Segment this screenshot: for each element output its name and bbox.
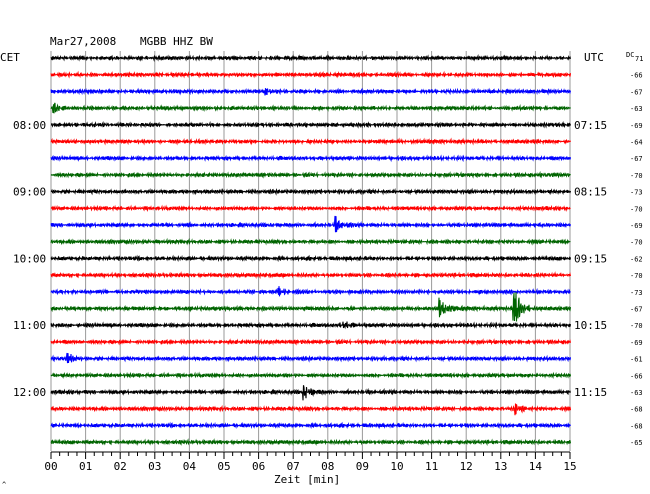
- left-hour-label: 09:00: [13, 186, 46, 199]
- x-tick-label-10: 10: [390, 460, 403, 473]
- trace-group: [50, 54, 572, 447]
- right-time-labels: 07:15 08:15 09:15 10:15 11:15: [574, 119, 607, 399]
- trace-row-15: [50, 292, 572, 322]
- x-tick-label-08: 08: [321, 460, 334, 473]
- trace-row-7: [50, 170, 571, 179]
- station-label: MGBB HHZ BW: [140, 35, 213, 48]
- x-tick-label-01: 01: [79, 460, 92, 473]
- x-tick-label-03: 03: [148, 460, 161, 473]
- right-hour-label: 09:15: [574, 252, 607, 265]
- dc-offset-value: -68: [630, 406, 643, 414]
- left-hour-label: 11:00: [13, 319, 46, 332]
- dc-offset-value: -70: [630, 172, 643, 180]
- x-axis: 00 01 02 03 04 05 06 07 08 09 10 11 12 13 14 15: [44, 451, 577, 473]
- left-time-labels: 08:00 09:00 10:00 11:00 12:00: [13, 119, 46, 399]
- dc-offset-value: -70: [630, 272, 643, 280]
- trace-row-20: [50, 385, 572, 401]
- x-tick-label-14: 14: [529, 460, 543, 473]
- trace-row-6: [50, 154, 572, 163]
- right-hour-label: 08:15: [574, 186, 607, 199]
- x-tick-label-12: 12: [460, 460, 473, 473]
- dc-offset-value: -66: [630, 372, 643, 380]
- dc-offset-value: 71: [635, 55, 643, 63]
- dc-offset-value: -73: [630, 189, 643, 197]
- trace-row-3: [50, 102, 571, 114]
- dc-offset-value: -67: [630, 306, 643, 314]
- dc-offset-value: -70: [630, 322, 643, 330]
- trace-row-18: [50, 352, 572, 364]
- date-label: Mar27,2008: [50, 35, 116, 48]
- x-tick-label-00: 00: [44, 460, 57, 473]
- x-tick-label-13: 13: [494, 460, 507, 473]
- trace-row-17: [50, 338, 572, 346]
- dc-offset-value: -61: [630, 356, 643, 364]
- dc-offset-value: -68: [630, 422, 643, 430]
- trace-row-12: [50, 254, 572, 263]
- trace-row-16: [50, 321, 572, 330]
- dc-offset-value: -64: [630, 139, 643, 147]
- left-hour-label: 12:00: [13, 386, 46, 399]
- trace-row-14: [50, 286, 571, 297]
- dc-offset-value: -69: [630, 122, 643, 130]
- dc-label: DC: [626, 51, 634, 59]
- dc-offset-value: -67: [630, 88, 643, 96]
- trace-row-10: [50, 215, 572, 233]
- dc-offset-value: -70: [630, 239, 643, 247]
- grid-lines: [50, 51, 571, 451]
- trace-row-11: [50, 237, 571, 246]
- x-tick-label-07: 07: [287, 460, 300, 473]
- dc-offset-value: -70: [630, 205, 643, 213]
- trace-row-8: [50, 187, 572, 196]
- dc-offset-value: -65: [630, 439, 643, 447]
- trace-row-0: [50, 54, 572, 63]
- x-tick-label-09: 09: [356, 460, 369, 473]
- dc-offset-value: -69: [630, 222, 643, 230]
- right-zone-label: UTC: [584, 51, 604, 64]
- dc-offset-value: -73: [630, 289, 643, 297]
- trace-row-2: [50, 87, 572, 96]
- x-tick-label-06: 06: [252, 460, 265, 473]
- dc-offset-column: 71 -66 -67 -63 -69 -64 -67 -70 -73 -70 -69 -70 -62 -7…: [630, 55, 643, 447]
- trace-row-5: [50, 137, 571, 146]
- dc-offset-value: -63: [630, 389, 643, 397]
- left-zone-label: CET: [0, 51, 20, 64]
- dc-offset-value: -62: [630, 255, 643, 263]
- dc-offset-value: -69: [630, 339, 643, 347]
- trace-row-1: [50, 70, 572, 79]
- x-tick-label-11: 11: [425, 460, 438, 473]
- right-hour-label: 11:15: [574, 386, 607, 399]
- left-hour-label: 10:00: [13, 252, 46, 265]
- trace-row-13: [50, 271, 572, 280]
- corner-mark: ^: [2, 481, 6, 489]
- dc-offset-value: -63: [630, 105, 643, 113]
- trace-row-23: [50, 438, 572, 447]
- right-hour-label: 07:15: [574, 119, 607, 132]
- dc-offset-value: -67: [630, 155, 643, 163]
- trace-row-4: [50, 120, 572, 129]
- x-tick-label-04: 04: [183, 460, 197, 473]
- trace-row-22: [50, 421, 571, 430]
- x-axis-label: Zeit [min]: [274, 473, 340, 486]
- x-tick-label-02: 02: [114, 460, 127, 473]
- right-hour-label: 10:15: [574, 319, 607, 332]
- left-hour-label: 08:00: [13, 119, 46, 132]
- x-tick-label-05: 05: [217, 460, 230, 473]
- dc-offset-value: -66: [630, 72, 643, 80]
- x-tick-label-15: 15: [563, 460, 576, 473]
- trace-row-9: [50, 204, 571, 213]
- trace-row-19: [50, 371, 572, 380]
- trace-row-21: [50, 403, 572, 416]
